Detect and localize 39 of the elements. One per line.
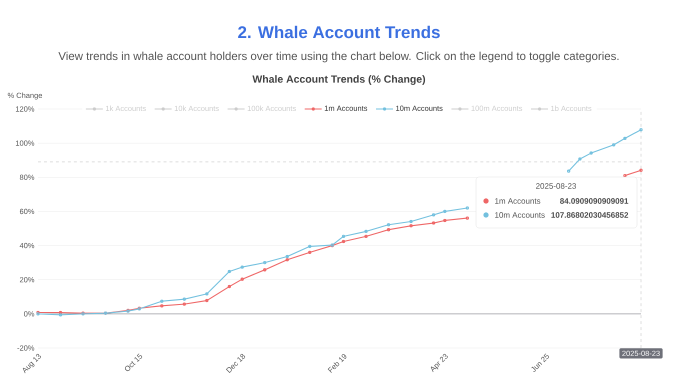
point — [205, 292, 208, 296]
point — [409, 220, 413, 224]
chart-subtitle: View trends in whale account holders over time using the chart below. Click on the legend to toggle categories. — [58, 52, 619, 62]
point — [182, 302, 186, 306]
point — [308, 244, 312, 248]
point — [432, 213, 436, 216]
point — [409, 224, 413, 228]
point — [342, 240, 346, 244]
chart-title: 2. Whale Account Trends — [238, 26, 440, 38]
point — [432, 221, 436, 225]
point — [567, 169, 570, 173]
point — [182, 298, 186, 301]
point — [205, 298, 208, 302]
point — [228, 270, 231, 274]
point — [590, 151, 593, 155]
point — [612, 143, 616, 146]
point — [240, 278, 244, 281]
point — [58, 313, 62, 317]
point — [240, 265, 244, 269]
point — [623, 136, 627, 140]
point — [308, 250, 312, 254]
point — [228, 284, 231, 288]
point — [286, 254, 289, 258]
point — [364, 230, 368, 234]
point — [364, 234, 368, 238]
point — [342, 234, 346, 238]
text: Whale Account Trends (% Change) — [252, 75, 426, 85]
point — [160, 304, 164, 308]
point — [386, 223, 390, 226]
point — [160, 300, 164, 303]
point — [466, 206, 469, 210]
point — [578, 157, 582, 161]
point — [443, 218, 446, 222]
point — [263, 268, 266, 272]
point — [263, 261, 266, 264]
point — [386, 228, 390, 232]
point — [466, 216, 469, 220]
point — [286, 258, 289, 262]
point — [443, 210, 446, 214]
